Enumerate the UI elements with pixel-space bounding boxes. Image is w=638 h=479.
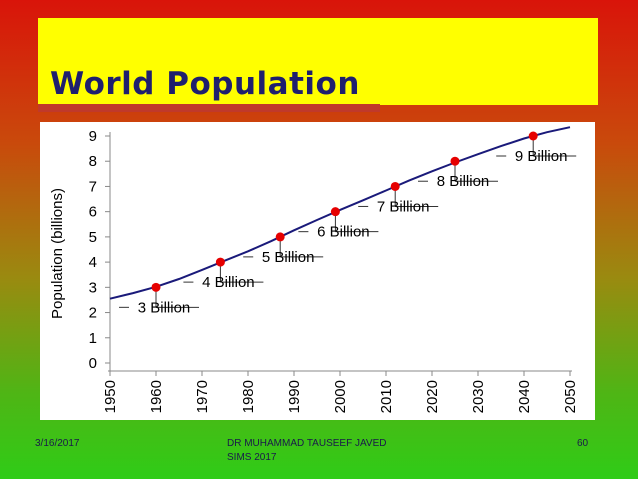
x-tick-label: 1960	[148, 380, 165, 413]
y-tick-label: 3	[89, 279, 97, 296]
y-tick-label: 2	[89, 305, 97, 322]
x-tick-label: 2010	[378, 380, 395, 413]
milestone-point	[275, 232, 285, 242]
x-tick-label: 2030	[470, 380, 487, 413]
x-tick-label: 1980	[240, 380, 257, 413]
x-tick-label: 2050	[562, 380, 579, 413]
x-tick-label: 2000	[332, 380, 349, 413]
milestone-label: 6 Billion	[317, 224, 370, 241]
x-tick-label: 1950	[102, 380, 119, 413]
footer-author: DR MUHAMMAD TAUSEEF JAVED	[227, 438, 387, 449]
y-tick-label: 8	[89, 153, 97, 170]
milestone-label: 9 Billion	[515, 148, 568, 165]
footer-date: 3/16/2017	[35, 438, 80, 449]
y-tick-label: 7	[89, 178, 97, 195]
milestone-point	[450, 156, 460, 166]
y-tick-label: 9	[89, 128, 97, 145]
milestone-label: 3 Billion	[138, 299, 191, 316]
x-tick-label: 2040	[516, 380, 533, 413]
population-line	[109, 126, 571, 300]
milestone-label: 7 Billion	[377, 198, 430, 215]
page-number: 60	[577, 438, 589, 449]
y-tick-label: 4	[89, 254, 97, 271]
x-tick-label: 2020	[424, 380, 441, 413]
x-tick-label: 1970	[194, 380, 211, 413]
population-chart: 0 1 2 3 4 5 6 7 8 9 Population (billions) 1950 1960 1…	[49, 126, 579, 413]
milestone-point	[528, 131, 538, 141]
milestone-point	[151, 282, 161, 292]
title-underline	[38, 104, 380, 112]
milestone-point	[390, 181, 400, 191]
y-axis-label: Population (billions)	[49, 188, 66, 319]
milestone-label: 5 Billion	[262, 249, 315, 266]
milestone-label: 4 Billion	[202, 274, 255, 291]
milestone-point	[330, 207, 340, 217]
y-tick-label: 0	[89, 355, 97, 372]
title-box: World Population	[38, 18, 598, 105]
y-tick-label: 5	[89, 229, 97, 246]
slide-title: World Population	[50, 66, 360, 102]
footer-institution: SIMS 2017	[227, 452, 277, 463]
y-tick-label: 6	[89, 204, 97, 221]
x-tick-label: 1990	[286, 380, 303, 413]
milestone-point	[215, 257, 225, 267]
milestone-label: 8 Billion	[437, 173, 490, 190]
y-tick-label: 1	[89, 330, 97, 347]
chart-panel: 0 1 2 3 4 5 6 7 8 9 Population (billions) 1950 1960 1…	[40, 122, 595, 420]
